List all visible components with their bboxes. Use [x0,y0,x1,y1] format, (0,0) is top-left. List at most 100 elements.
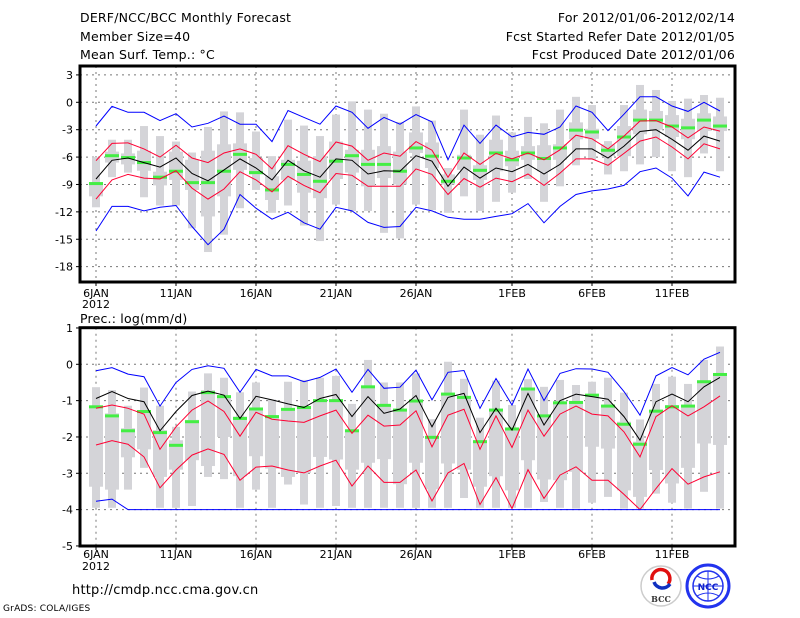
series-outer-lower [95,498,720,511]
median-marker [201,391,215,395]
box-iqr [649,410,663,471]
box-iqr [697,113,711,132]
median-marker [473,168,487,172]
ytick-label: -3 [62,124,73,137]
median-marker [281,162,295,166]
median-marker [217,395,231,399]
box-iqr [441,174,455,185]
xtick-label: 6FEB [578,287,606,300]
box-iqr [265,416,279,469]
ytick-label: -4 [62,504,73,517]
xtick-label: 11FEB [655,548,690,561]
median-marker [633,442,647,446]
website-url: http://cmdp.ncc.cma.gov.cn [72,583,259,598]
box-iqr [457,397,471,470]
median-marker [185,420,199,424]
box-whisker [716,97,724,172]
bcc-logo-text: BCC [651,594,671,604]
median-marker [441,179,455,183]
median-marker [569,400,583,404]
ytick-label: -3 [62,467,73,480]
median-marker [457,156,471,160]
median-marker [553,146,567,150]
ytick-label: -2 [62,431,73,444]
median-marker [105,154,119,158]
median-marker [265,188,279,192]
box-iqr [425,436,439,490]
xtick-label: 6FEB [578,548,606,561]
member-size: Member Size=40 [80,29,191,44]
box-iqr [505,428,519,491]
series-inner-upper [95,120,721,179]
ytick-label: 1 [66,322,73,335]
median-marker [425,154,439,158]
series-mean [95,129,721,188]
box-whisker [156,136,164,206]
box-iqr [409,132,423,153]
box-iqr [185,419,199,461]
box-iqr [617,421,631,491]
box-iqr [601,406,615,449]
median-marker [585,130,599,134]
chart-title: DERF/NCC/BCC Monthly Forecast [80,10,292,25]
median-marker [473,440,487,444]
median-marker [441,392,455,396]
series-inner-upper [95,395,721,458]
median-marker [425,435,439,439]
box-iqr [137,410,151,450]
box-iqr [233,143,247,170]
series-inner-lower [95,440,721,511]
box-whisker [188,152,196,229]
median-marker [201,181,215,185]
median-marker [489,408,503,412]
plot-frame [78,326,737,548]
median-marker [377,403,391,407]
xtick-label: 1FEB [498,287,526,300]
plot-frame [78,64,737,284]
median-marker [617,422,631,426]
box-iqr [297,406,311,473]
ncc-logo: NCC [685,563,731,609]
median-marker [153,175,167,179]
box-iqr [665,404,679,484]
box-iqr [185,159,199,190]
box-iqr [521,388,535,461]
median-marker [409,399,423,403]
box-iqr [489,139,503,172]
ytick-label: -9 [62,178,73,191]
box-iqr [697,380,711,444]
box-iqr [489,410,503,477]
box-iqr [217,396,231,437]
ytick-label: -1 [62,395,73,408]
median-marker [377,162,391,166]
xtick-label: 16JAN [240,287,273,300]
median-marker [105,414,119,418]
median-marker [345,429,359,433]
forecast-period: For 2012/01/06-2012/02/14 [557,10,735,25]
ytick-label: -15 [55,233,73,246]
produced-date: Fcst Produced Date 2012/01/06 [531,47,735,62]
box-iqr [393,151,407,185]
median-marker [249,407,263,411]
median-marker [313,179,327,183]
box-iqr [713,116,727,132]
median-marker [601,404,615,408]
box-iqr [409,399,423,463]
median-marker [681,404,695,408]
ytick-label: 0 [66,358,73,371]
box-iqr [265,176,279,200]
median-marker [665,124,679,128]
series-mean [95,376,721,442]
median-marker [153,431,167,435]
median-marker [649,409,663,413]
median-marker [457,395,471,399]
median-marker [89,405,103,409]
median-marker [601,148,615,152]
ytick-label: 3 [66,69,73,82]
median-marker [169,443,183,447]
year-label: 2012 [82,560,110,573]
box-iqr [169,440,183,470]
box-iqr [153,430,167,477]
temperature-panel: 3 0 -3 -6 -9 -12 -15 -18 6JAN 11JAN 16JAN 21JAN 26JA… [55,64,737,311]
